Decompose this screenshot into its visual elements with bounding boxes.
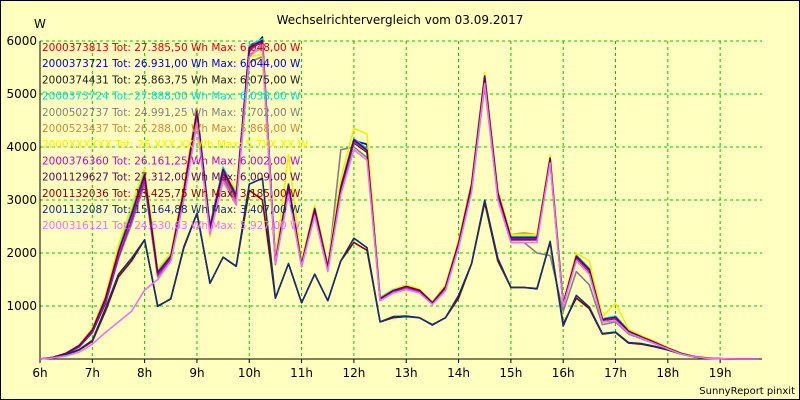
x-tick-label: 13h (395, 366, 418, 380)
x-tick-label: 10h (238, 366, 261, 380)
legend: 2000373813 Tot: 27.385,50 Wh Max: 6.048,… (42, 42, 309, 232)
x-tick-label: 15h (499, 366, 522, 380)
y-tick-label: 1000 (6, 299, 37, 313)
x-tick-label: 19h (709, 366, 732, 380)
series-line-12 (39, 44, 760, 360)
legend-entry-5: 2000502737 Tot: 24.991,25 Wh Max: 5.702,… (42, 107, 301, 119)
y-tick-label: 2000 (6, 246, 37, 260)
y-tick-label: 4000 (6, 140, 37, 154)
series-line-11 (39, 177, 760, 360)
y-tick-label: 3000 (6, 193, 37, 207)
x-tick-label: 7h (85, 366, 100, 380)
legend-entry-11: 2001132087 Tot: 15.164,88 Wh Max: 3.407,… (42, 204, 301, 216)
x-tick-label: 16h (552, 366, 575, 380)
legend-entry-2: 2000373721 Tot: 26.931,00 Wh Max: 6.044,… (42, 58, 301, 70)
legend-entry-4: 2000373724 Tot: 27.888,00 Wh Max: 6.038,… (42, 91, 301, 103)
x-tick-label: 9h (189, 366, 204, 380)
x-tick-label: 12h (342, 366, 365, 380)
x-tick-label: 11h (290, 366, 313, 380)
legend-entry-8: 2000376360 Tot: 26.161,25 Wh Max: 6.002,… (42, 155, 301, 167)
series-line-7 (39, 53, 760, 360)
x-tick-label: 17h (604, 366, 627, 380)
y-axis-unit: W (34, 17, 46, 31)
legend-entry-6: 2000523437 Tot: 26.288,00 Wh Max: 5.868,… (42, 123, 301, 135)
series-lines (39, 36, 760, 360)
series-line-9 (39, 39, 760, 360)
legend-entry-10: 2001132036 Tot: 13.425,75 Wh Max: 3.185,… (42, 188, 301, 200)
credit-label: SunnyReport pinxit (699, 386, 795, 397)
legend-entry-9: 2001129627 Tot: 27.312,00 Wh Max: 6.009,… (42, 172, 301, 184)
legend-entry-1: 2000373813 Tot: 27.385,50 Wh Max: 6.048,… (42, 42, 301, 54)
x-tick-label: 14h (447, 366, 470, 380)
y-tick-label: 6000 (6, 34, 37, 48)
x-tick-label: 18h (656, 366, 679, 380)
axes: 1000 2000 3000 4000 5000 6000 6h 7h 8h 9h 10h 11h 12… (6, 34, 762, 380)
x-tick-label: 6h (32, 366, 47, 380)
x-tick-label: 8h (137, 366, 152, 380)
chart-title: Wechselrichtervergleich vom 03.09.2017 (277, 13, 524, 27)
legend-entry-12: 2000316121 Tot: 24.630,63 Wh Max: 5.927,… (42, 220, 301, 232)
legend-entry-7: 2000XXXXXX Tot: 26.XXX,XX Wh Max: 5.7XX,… (42, 139, 309, 151)
legend-entry-3: 2000374431 Tot: 25.863,75 Wh Max: 6.075,… (42, 74, 301, 86)
gridlines (39, 40, 762, 359)
y-tick-label: 5000 (6, 87, 37, 101)
